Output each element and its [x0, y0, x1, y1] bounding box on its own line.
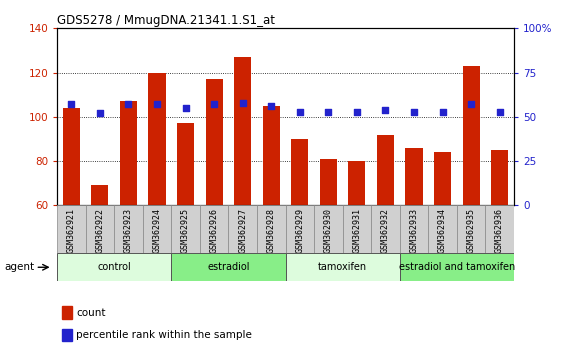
Text: GSM362934: GSM362934: [438, 208, 447, 253]
Bar: [177, 124, 194, 205]
Text: GSM362930: GSM362930: [324, 208, 333, 253]
Bar: [148, 73, 166, 205]
Bar: [463, 66, 480, 205]
Bar: [57, 253, 171, 281]
Bar: [491, 150, 508, 205]
Point: [352, 109, 361, 114]
Bar: [377, 135, 394, 205]
Text: GSM362931: GSM362931: [352, 208, 361, 253]
Text: tamoxifen: tamoxifen: [318, 262, 367, 272]
Point: [381, 107, 390, 113]
Text: estradiol and tamoxifen: estradiol and tamoxifen: [399, 262, 515, 272]
Bar: [257, 205, 286, 253]
Bar: [348, 161, 365, 205]
Point: [267, 103, 276, 109]
Point: [67, 102, 76, 107]
Point: [181, 105, 190, 111]
Text: GSM362925: GSM362925: [181, 208, 190, 253]
Point: [124, 102, 133, 107]
Bar: [91, 185, 108, 205]
Bar: [320, 159, 337, 205]
Text: GSM362932: GSM362932: [381, 208, 390, 253]
Text: agent: agent: [5, 262, 35, 272]
Point: [467, 102, 476, 107]
Bar: [171, 205, 200, 253]
Bar: [263, 106, 280, 205]
Point: [238, 100, 247, 105]
Text: control: control: [97, 262, 131, 272]
Bar: [171, 253, 286, 281]
Bar: [143, 205, 171, 253]
Bar: [485, 205, 514, 253]
Point: [152, 102, 162, 107]
Text: GDS5278 / MmugDNA.21341.1.S1_at: GDS5278 / MmugDNA.21341.1.S1_at: [57, 14, 275, 27]
Text: estradiol: estradiol: [207, 262, 250, 272]
Bar: [343, 205, 371, 253]
Point: [409, 109, 419, 114]
Bar: [314, 205, 343, 253]
Bar: [371, 205, 400, 253]
Bar: [234, 57, 251, 205]
Text: GSM362927: GSM362927: [238, 208, 247, 253]
Bar: [86, 205, 114, 253]
Bar: [457, 205, 485, 253]
Bar: [62, 329, 72, 341]
Text: GSM362936: GSM362936: [495, 208, 504, 253]
Bar: [120, 101, 137, 205]
Bar: [286, 205, 314, 253]
Text: percentile rank within the sample: percentile rank within the sample: [77, 330, 252, 340]
Bar: [405, 148, 423, 205]
Bar: [434, 152, 451, 205]
Text: GSM362926: GSM362926: [210, 208, 219, 253]
Text: GSM362921: GSM362921: [67, 208, 76, 253]
Point: [438, 109, 447, 114]
Bar: [57, 205, 86, 253]
Bar: [428, 205, 457, 253]
Text: GSM362924: GSM362924: [152, 208, 162, 253]
Bar: [62, 307, 72, 319]
Bar: [286, 253, 400, 281]
Text: GSM362922: GSM362922: [95, 208, 104, 253]
Bar: [114, 205, 143, 253]
Point: [95, 110, 104, 116]
Text: GSM362935: GSM362935: [467, 208, 476, 253]
Text: GSM362929: GSM362929: [295, 208, 304, 253]
Point: [295, 109, 304, 114]
Point: [495, 109, 504, 114]
Bar: [291, 139, 308, 205]
Bar: [63, 108, 80, 205]
Text: GSM362928: GSM362928: [267, 208, 276, 253]
Point: [210, 102, 219, 107]
Bar: [400, 205, 428, 253]
Bar: [400, 253, 514, 281]
Text: count: count: [77, 308, 106, 318]
Text: GSM362933: GSM362933: [409, 208, 419, 253]
Bar: [200, 205, 228, 253]
Bar: [228, 205, 257, 253]
Point: [324, 109, 333, 114]
Bar: [206, 79, 223, 205]
Text: GSM362923: GSM362923: [124, 208, 133, 253]
